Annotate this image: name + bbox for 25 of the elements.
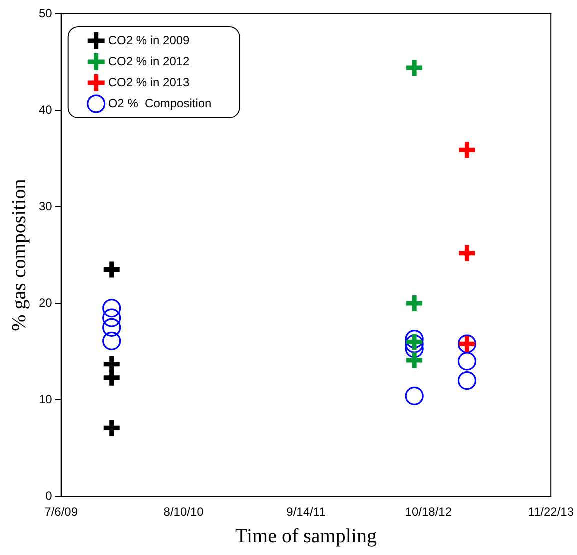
y-tick-label: 20 — [38, 296, 53, 310]
y-tick-label: 40 — [38, 102, 53, 117]
legend-label: CO2 % in 2012 — [108, 54, 190, 68]
point — [458, 352, 477, 371]
y-tick-label: 30 — [38, 199, 53, 214]
x-tick-label: 9/14/11 — [286, 505, 326, 520]
point — [102, 318, 122, 337]
x-tick-label: 10/18/12 — [405, 505, 452, 520]
point — [102, 332, 122, 351]
legend-label: CO2 % in 2013 — [108, 75, 190, 90]
x-tick-label: 11/22/13 — [528, 505, 574, 520]
x-tick-label: 8/10/10 — [164, 505, 204, 520]
point — [405, 330, 424, 349]
legend-label: O2 % Composition — [108, 96, 212, 110]
x-tick-label: 7/6/09 — [44, 505, 78, 520]
legend-label: CO2 % in 2009 — [108, 33, 190, 48]
point — [102, 299, 122, 318]
point — [405, 386, 424, 406]
y-axis-title: % gas composition — [8, 179, 30, 332]
point — [102, 308, 122, 328]
x-axis-title: Time of sampling — [235, 525, 377, 548]
y-tick-label: 0 — [46, 488, 53, 503]
y-tick-label: 10 — [38, 392, 53, 406]
point — [458, 371, 477, 390]
y-tick-label: 50 — [38, 6, 53, 20]
